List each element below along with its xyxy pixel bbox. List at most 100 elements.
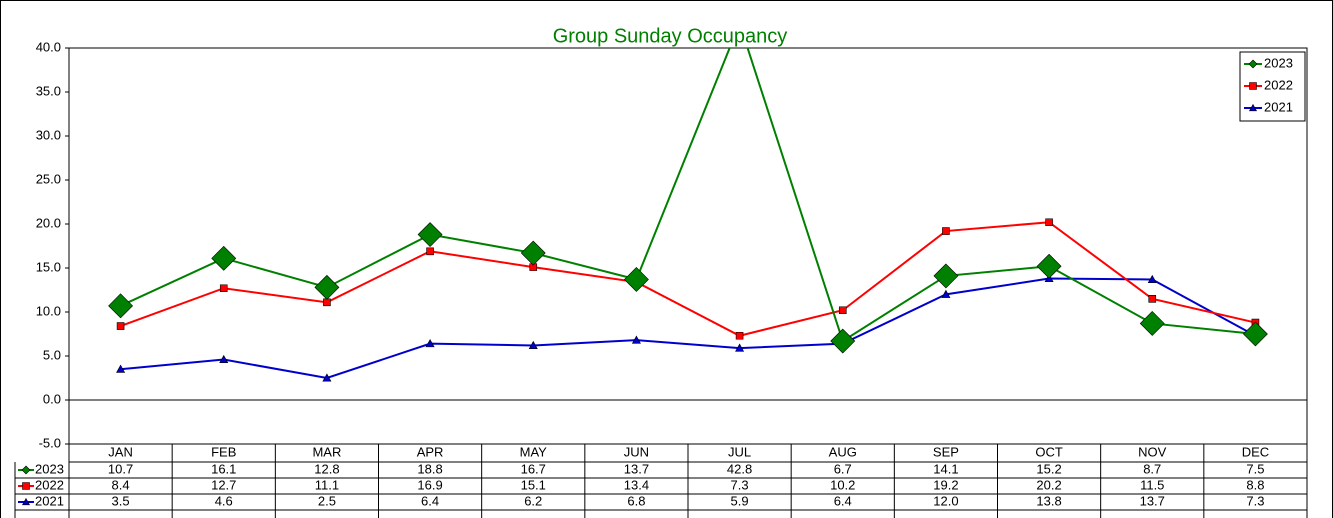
table-cell: 15.1 xyxy=(521,477,546,492)
series-line xyxy=(120,221,1256,337)
y-tick-label: 30.0 xyxy=(36,127,61,142)
y-tick-label: 0.0 xyxy=(43,391,61,406)
marker xyxy=(1249,82,1257,90)
y-tick-label: -5.0 xyxy=(39,435,61,450)
table-cell: 10.7 xyxy=(108,461,133,476)
marker xyxy=(735,331,744,340)
table-cell: 12.8 xyxy=(314,461,339,476)
x-tick-label: FEB xyxy=(211,444,236,459)
marker xyxy=(116,364,126,373)
marker xyxy=(838,306,847,315)
table-cell: 12.7 xyxy=(211,477,236,492)
table-cell: 13.4 xyxy=(624,477,649,492)
table-cell: 8.7 xyxy=(1143,461,1161,476)
marker xyxy=(528,340,538,349)
x-tick-label: OCT xyxy=(1035,444,1063,459)
marker xyxy=(219,284,228,293)
table-cell: 6.2 xyxy=(524,493,542,508)
table-cell: 8.8 xyxy=(1246,477,1264,492)
marker xyxy=(830,328,856,354)
x-tick-label: APR xyxy=(417,444,444,459)
table-cell: 2.5 xyxy=(318,493,336,508)
table-cell: 16.9 xyxy=(417,477,442,492)
marker xyxy=(735,343,745,352)
y-tick-label: 15.0 xyxy=(36,259,61,274)
table-cell: 13.8 xyxy=(1036,493,1061,508)
table-cell: 4.6 xyxy=(215,493,233,508)
y-tick-label: 35.0 xyxy=(36,83,61,98)
legend-label: 2022 xyxy=(1264,77,1293,92)
table-cell: 16.1 xyxy=(211,461,236,476)
table-cell: 7.3 xyxy=(731,477,749,492)
table-cell: 11.1 xyxy=(315,477,339,492)
marker xyxy=(21,497,31,506)
marker xyxy=(219,354,229,364)
table-cell: 7.5 xyxy=(1246,461,1264,476)
x-tick-label: SEP xyxy=(933,444,959,459)
table-cell: 6.7 xyxy=(834,461,852,476)
x-tick-label: JAN xyxy=(108,444,133,459)
table-cell: 20.2 xyxy=(1036,477,1061,492)
marker xyxy=(425,339,435,348)
table-cell: 18.8 xyxy=(417,461,442,476)
marker xyxy=(1148,294,1157,303)
y-tick-label: 40.0 xyxy=(36,39,61,54)
marker xyxy=(211,245,237,271)
x-tick-label: JUL xyxy=(728,444,751,459)
table-cell: 3.5 xyxy=(112,493,130,508)
y-tick-label: 5.0 xyxy=(43,347,61,362)
marker xyxy=(1248,59,1258,69)
x-tick-label: DEC xyxy=(1242,444,1269,459)
table-cell: 6.4 xyxy=(421,493,439,508)
marker xyxy=(1248,103,1258,112)
x-tick-label: MAR xyxy=(312,444,341,459)
table-series-name: 2023 xyxy=(35,461,64,476)
marker xyxy=(1147,274,1157,283)
series-line xyxy=(120,277,1256,380)
x-tick-label: JUN xyxy=(624,444,649,459)
marker xyxy=(942,227,950,235)
table-cell: 6.8 xyxy=(627,493,645,508)
plot-layer xyxy=(108,48,1268,382)
marker xyxy=(623,267,649,292)
marker xyxy=(323,298,331,307)
table-cell: 7.3 xyxy=(1246,493,1264,508)
marker xyxy=(426,247,434,256)
marker xyxy=(417,222,443,247)
y-tick-label: 25.0 xyxy=(36,171,61,186)
table-cell: 19.2 xyxy=(933,477,958,492)
table-cell: 14.1 xyxy=(933,461,958,476)
marker xyxy=(21,465,31,475)
table-cell: 6.4 xyxy=(834,493,852,508)
legend-label: 2023 xyxy=(1264,55,1293,70)
marker xyxy=(631,335,641,344)
marker xyxy=(933,263,959,289)
table-cell: 13.7 xyxy=(1140,493,1165,508)
table-cell: 16.7 xyxy=(521,461,546,476)
table-series-name: 2021 xyxy=(35,493,64,508)
x-tick-label: AUG xyxy=(829,444,857,459)
marker xyxy=(322,373,332,382)
marker xyxy=(520,240,546,266)
marker xyxy=(1045,218,1053,227)
marker xyxy=(108,293,134,319)
table-cell: 5.9 xyxy=(731,493,749,508)
marker xyxy=(314,274,340,300)
marker xyxy=(1139,311,1165,336)
marker xyxy=(1242,321,1268,347)
marker xyxy=(22,482,30,490)
table-cell: 11.5 xyxy=(1140,477,1164,492)
marker xyxy=(941,289,951,298)
marker xyxy=(116,322,125,330)
chart-title: Group Sunday Occupancy xyxy=(553,25,788,47)
table-cell: 8.4 xyxy=(112,477,130,492)
y-tick-label: 10.0 xyxy=(36,303,61,318)
y-tick-label: 20.0 xyxy=(36,215,61,230)
x-tick-label: MAY xyxy=(520,444,548,459)
marker xyxy=(1036,253,1062,279)
table-cell: 10.2 xyxy=(830,477,855,492)
series-line xyxy=(120,48,1256,343)
table-cell: 13.7 xyxy=(624,461,649,476)
legend-label: 2021 xyxy=(1264,99,1293,114)
